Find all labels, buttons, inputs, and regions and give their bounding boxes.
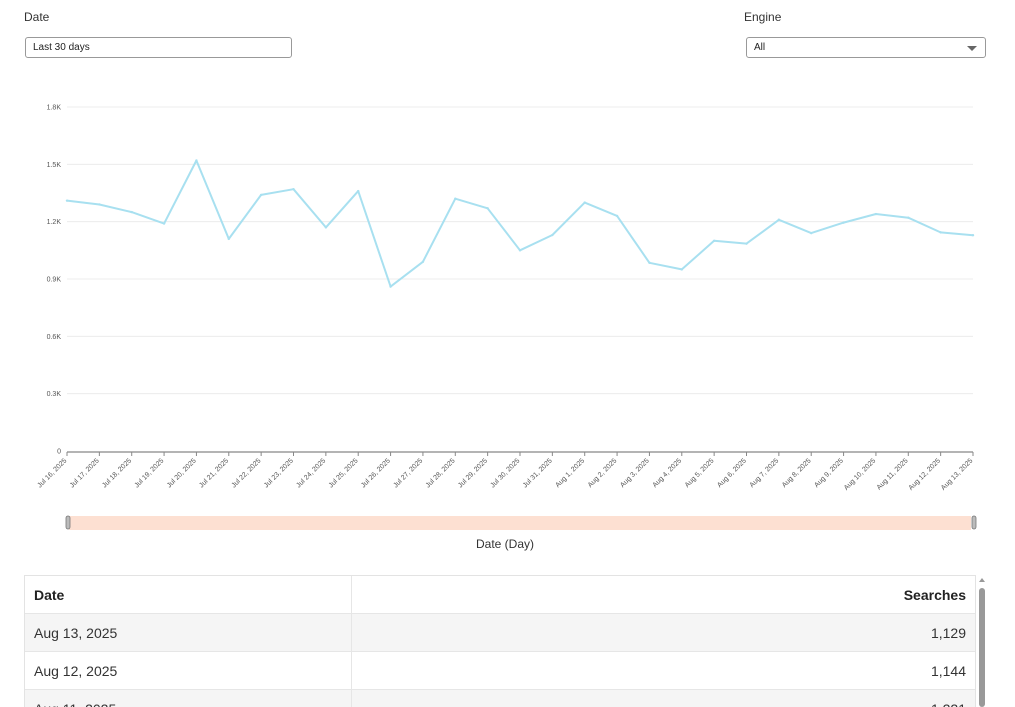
- table-cell-date: Aug 12, 2025: [25, 651, 352, 690]
- data-point: [227, 237, 230, 241]
- y-axis: 0 0.3K 0.6K 0.9K 1.2K 1.5K 1.8K: [47, 105, 62, 456]
- x-tick-label: Aug 2, 2025: [587, 457, 619, 489]
- table-row: Aug 12, 2025 1,144: [25, 651, 975, 690]
- x-tick-label: Aug 10, 2025: [843, 457, 877, 491]
- x-tick-label: Jul 29, 2025: [457, 457, 489, 489]
- x-tick-label: Jul 25, 2025: [328, 457, 360, 489]
- date-range-slider[interactable]: [65, 515, 977, 530]
- table-row: Aug 13, 2025 1,129: [25, 613, 975, 652]
- x-axis-title: Date (Day): [476, 537, 534, 551]
- data-point: [421, 260, 425, 263]
- searches-line-chart: 00.3K0.6K0.9K1.2K1.5K1.8K Jul 16, 2025 Ju…: [36, 105, 977, 551]
- series-line: [66, 159, 974, 288]
- x-tick-label: Jul 21, 2025: [198, 457, 230, 489]
- x-tick-label: Aug 12, 2025: [908, 457, 942, 491]
- y-tick-label: 0.3K: [47, 391, 62, 398]
- x-tick-label: Jul 22, 2025: [231, 457, 263, 489]
- x-tick-label: Jul 23, 2025: [263, 457, 295, 489]
- column-header-searches[interactable]: Searches: [351, 576, 975, 614]
- data-point: [874, 212, 878, 216]
- data-point: [745, 242, 748, 245]
- table-row: Aug 11, 2025 1,221: [25, 689, 975, 707]
- table-cell-date: Aug 13, 2025: [25, 613, 352, 652]
- range-slider-left-handle[interactable]: [65, 515, 71, 530]
- data-point: [324, 226, 328, 229]
- x-tick-label: Aug 8, 2025: [781, 457, 813, 489]
- data-point: [292, 187, 295, 191]
- data-point: [389, 285, 392, 288]
- data-point: [777, 218, 781, 221]
- y-tick-label: 0.6K: [47, 334, 62, 341]
- x-tick-label: Aug 6, 2025: [716, 457, 748, 489]
- column-header-date[interactable]: Date: [25, 576, 352, 614]
- chart-series: [65, 159, 975, 288]
- data-point: [195, 159, 198, 162]
- date-filter-label: Date: [24, 10, 50, 24]
- x-tick-label: Aug 5, 2025: [684, 457, 716, 489]
- data-point: [454, 197, 457, 200]
- data-point: [680, 268, 683, 271]
- y-tick-label: 1.8K: [47, 105, 62, 112]
- x-tick-label: Jul 20, 2025: [166, 457, 198, 489]
- x-tick-label: Jul 30, 2025: [489, 457, 521, 489]
- data-point: [939, 231, 942, 234]
- data-point: [65, 199, 69, 202]
- table-header-row: Date Searches: [25, 576, 975, 614]
- engine-filter-label: Engine: [744, 10, 782, 24]
- x-tick-label: Aug 11, 2025: [876, 457, 910, 491]
- data-point: [971, 234, 975, 237]
- x-tick-label: Aug 7, 2025: [749, 457, 781, 489]
- range-slider-track[interactable]: [69, 516, 971, 530]
- table-cell-searches: 1,129: [351, 613, 975, 652]
- scrollbar-thumb[interactable]: [979, 588, 985, 707]
- x-tick-label: Jul 31, 2025: [522, 457, 554, 489]
- data-point: [162, 222, 166, 225]
- data-point: [259, 193, 263, 197]
- table-cell-searches: 1,144: [351, 651, 975, 690]
- y-tick-label: 1.2K: [47, 219, 62, 226]
- y-tick-label: 1.5K: [47, 162, 62, 169]
- x-tick-label: Aug 3, 2025: [619, 457, 651, 489]
- x-tick-label: Jul 19, 2025: [134, 457, 166, 489]
- x-tick-label: Jul 16, 2025: [36, 457, 68, 489]
- data-point: [583, 201, 586, 204]
- data-point: [98, 203, 101, 206]
- x-axis: Jul 16, 2025 Jul 17, 2025 Jul 18, 2025 Jul …: [36, 451, 974, 492]
- x-tick-label: Jul 28, 2025: [425, 457, 457, 489]
- x-tick-label: Aug 9, 2025: [813, 457, 845, 489]
- data-point: [810, 231, 813, 235]
- y-tick-label: 0: [57, 449, 61, 456]
- data-point: [518, 249, 522, 252]
- date-range-input[interactable]: Last 30 days: [25, 37, 292, 58]
- data-point: [615, 214, 619, 218]
- engine-select-value: All: [754, 42, 766, 53]
- range-slider-right-handle[interactable]: [971, 515, 977, 530]
- data-point: [907, 216, 910, 219]
- data-point: [551, 233, 554, 237]
- x-tick-label: Jul 27, 2025: [392, 457, 424, 489]
- scroll-up-icon[interactable]: [979, 578, 985, 582]
- y-tick-label: 0.9K: [47, 277, 62, 284]
- searches-table: Date Searches Aug 13, 2025 1,129 Aug 12,…: [24, 575, 976, 707]
- data-point: [712, 239, 716, 242]
- x-tick-label: Jul 26, 2025: [360, 457, 392, 489]
- chevron-down-icon: [967, 46, 977, 51]
- chart-gridlines: [67, 106, 973, 395]
- x-tick-label: Jul 18, 2025: [101, 457, 133, 489]
- x-tick-label: Aug 13, 2025: [940, 457, 974, 491]
- engine-select[interactable]: All: [746, 37, 986, 58]
- data-point: [486, 207, 489, 210]
- table-cell-date: Aug 11, 2025: [25, 689, 352, 707]
- data-point: [648, 261, 651, 264]
- data-point: [357, 189, 360, 193]
- x-tick-label: Aug 4, 2025: [652, 457, 684, 489]
- x-tick-label: Jul 17, 2025: [69, 457, 101, 489]
- table-cell-searches: 1,221: [351, 689, 975, 707]
- x-tick-label: Aug 1, 2025: [554, 457, 586, 489]
- data-point: [130, 210, 133, 214]
- x-tick-label: Jul 24, 2025: [295, 457, 327, 489]
- data-point: [842, 221, 845, 224]
